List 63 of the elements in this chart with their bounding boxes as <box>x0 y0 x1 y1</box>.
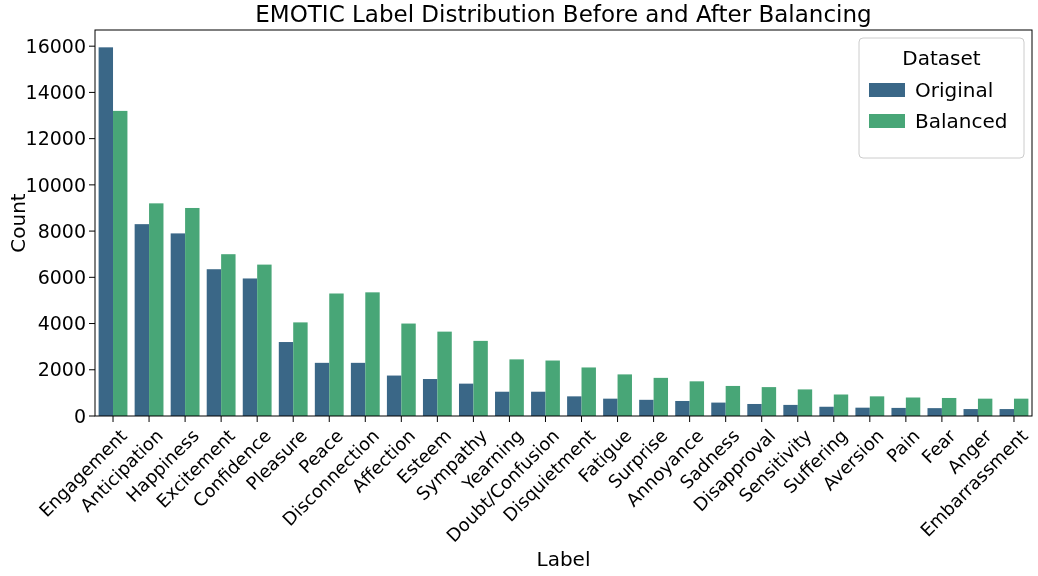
bar <box>242 278 258 416</box>
bar <box>257 264 272 416</box>
bar <box>278 342 294 416</box>
bar <box>891 407 906 416</box>
bar <box>329 293 344 416</box>
bar <box>386 375 402 416</box>
bar <box>495 391 510 416</box>
legend-label: Balanced <box>915 109 1008 133</box>
legend-label: Original <box>915 78 994 102</box>
chart-title: EMOTIC Label Distribution Before and After Balancing <box>255 1 872 27</box>
y-tick-label: 10000 <box>25 173 86 196</box>
bar <box>473 340 488 416</box>
bar <box>689 381 705 416</box>
bar <box>797 389 813 416</box>
bar <box>617 374 632 416</box>
y-tick-label: 14000 <box>25 81 86 104</box>
y-tick-label: 4000 <box>37 312 86 335</box>
bar <box>869 396 885 416</box>
bar <box>639 399 654 416</box>
bar <box>1013 398 1029 416</box>
bar <box>509 359 524 416</box>
bar <box>314 362 330 416</box>
bar <box>603 398 618 416</box>
bar <box>185 207 200 416</box>
bar <box>458 383 474 416</box>
bar <box>531 391 546 416</box>
bar <box>581 367 596 416</box>
bar <box>941 397 957 416</box>
bar <box>567 396 582 416</box>
bar <box>833 394 849 416</box>
y-tick-label: 0 <box>73 404 86 427</box>
y-axis-title: Count <box>6 193 30 253</box>
bar <box>422 379 438 416</box>
bar <box>170 233 186 416</box>
bar <box>977 398 993 416</box>
bar <box>293 322 308 416</box>
bar <box>783 404 798 416</box>
bar <box>675 400 690 416</box>
bar <box>98 47 114 416</box>
bar <box>437 331 452 416</box>
y-tick-label: 6000 <box>37 265 86 288</box>
bar <box>206 269 222 416</box>
bar <box>149 203 164 416</box>
bar <box>365 292 380 416</box>
bar <box>653 377 669 416</box>
y-tick-label: 12000 <box>25 127 86 150</box>
bar <box>113 110 128 416</box>
bar <box>350 362 366 416</box>
x-axis-title: Label <box>536 547 591 571</box>
bar <box>401 323 416 416</box>
y-tick-label: 8000 <box>37 219 86 242</box>
bar <box>545 360 560 416</box>
bar <box>747 403 762 416</box>
legend-title: Dataset <box>902 46 981 70</box>
bar <box>711 402 726 416</box>
bar <box>725 385 741 416</box>
bar <box>221 254 236 416</box>
bar <box>819 406 834 416</box>
y-tick-label: 16000 <box>25 34 86 57</box>
bar <box>761 387 777 416</box>
y-tick-label: 2000 <box>37 358 86 381</box>
bar <box>927 408 942 416</box>
bar <box>134 224 150 416</box>
